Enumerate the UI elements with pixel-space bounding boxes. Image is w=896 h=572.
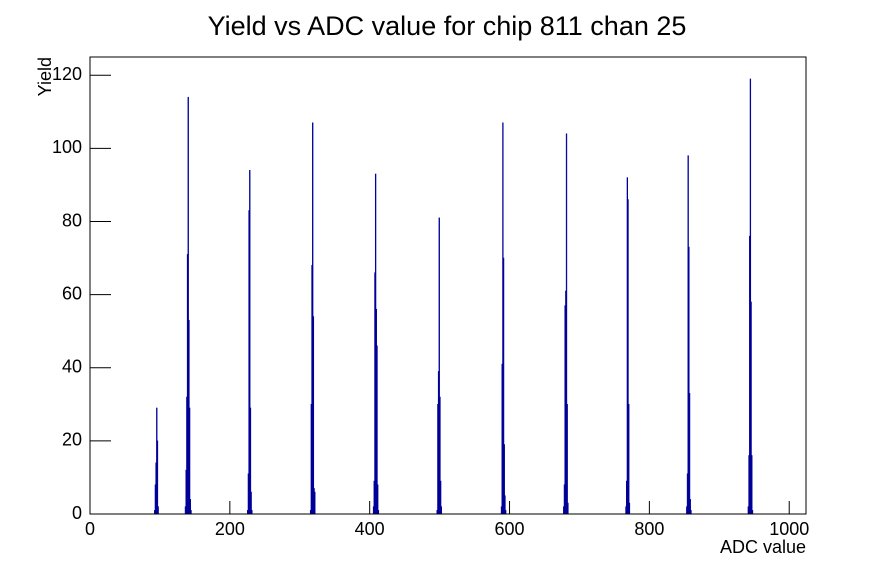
bar — [156, 440, 159, 515]
bar — [377, 484, 379, 515]
bar — [377, 510, 380, 515]
bar — [188, 407, 191, 515]
y-tick-label: 60 — [62, 283, 82, 303]
plot-frame — [89, 56, 807, 515]
bar — [688, 393, 691, 515]
bar — [157, 506, 159, 515]
bar — [751, 455, 753, 515]
y-tick-label: 100 — [52, 137, 82, 157]
x-axis-label: ADC value — [720, 537, 806, 557]
x-tick-label: 600 — [495, 519, 525, 539]
y-tick-label: 40 — [62, 357, 82, 377]
bar — [190, 510, 192, 515]
bar — [751, 510, 754, 515]
y-axis-label: Yield — [35, 57, 55, 96]
bar — [567, 502, 569, 515]
x-tick-label: 400 — [355, 519, 385, 539]
bar — [628, 502, 631, 515]
y-tick-label: 20 — [62, 430, 82, 450]
bar — [505, 510, 507, 515]
bar — [690, 510, 692, 515]
bar — [628, 404, 630, 515]
y-tick-label: 0 — [72, 503, 82, 523]
y-tick-label: 120 — [52, 64, 82, 84]
x-tick-label: 0 — [85, 519, 95, 539]
x-tick-label: 800 — [634, 519, 664, 539]
y-tick-label: 80 — [62, 210, 82, 230]
bar — [440, 506, 443, 515]
bar — [312, 316, 315, 515]
bar — [251, 510, 253, 515]
bar — [566, 404, 568, 515]
chart-title: Yield vs ADC value for chip 811 chan 25 — [208, 11, 687, 41]
x-tick-label: 200 — [215, 519, 245, 539]
x-tick-label: 1000 — [769, 519, 809, 539]
bar — [314, 491, 316, 515]
